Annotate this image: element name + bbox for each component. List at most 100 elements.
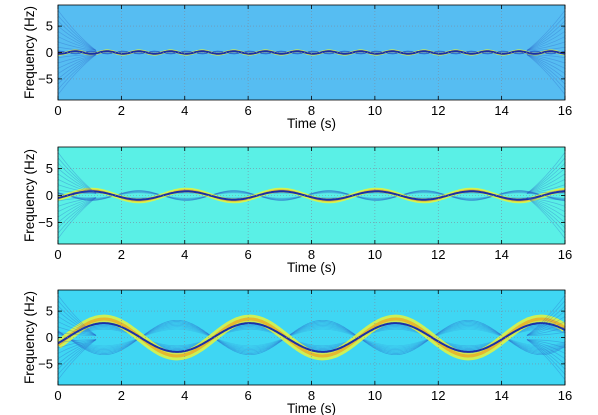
- edge-artifact-line: [58, 54, 97, 95]
- y-axis-label: Frequency (Hz): [22, 291, 37, 384]
- x-tick-label: 2: [118, 247, 125, 262]
- edge-artifact-line: [58, 339, 97, 375]
- interference-line: [58, 191, 565, 200]
- interference-line: [58, 191, 565, 200]
- x-tick-label: 8: [308, 103, 315, 118]
- y-tick-label: −5: [38, 356, 53, 371]
- edge-artifact-line: [58, 339, 97, 370]
- edge-artifact-line: [526, 184, 565, 194]
- y-tick-label: 5: [46, 19, 53, 34]
- y-tick-label: −5: [38, 215, 53, 230]
- edge-artifact-line: [58, 326, 97, 336]
- x-tick-label: 6: [245, 388, 252, 403]
- edge-artifact-line: [58, 321, 97, 336]
- edge-artifact-line: [58, 25, 97, 51]
- edge-artifact-line: [58, 339, 97, 354]
- edge-artifact-line: [526, 31, 565, 51]
- y-axis-label: Frequency (Hz): [22, 149, 37, 242]
- x-tick-label: 8: [308, 247, 315, 262]
- edge-artifact-line: [58, 184, 97, 194]
- edge-artifact-line: [526, 197, 565, 218]
- edge-artifact-line: [526, 197, 565, 202]
- edge-artifact-line: [58, 197, 97, 234]
- edge-artifact-line: [58, 189, 97, 194]
- edge-artifact-line: [526, 179, 565, 194]
- edge-artifact-line: [526, 305, 565, 336]
- edge-artifact-line: [58, 310, 97, 336]
- edge-artifact-line: [526, 339, 565, 370]
- edge-artifact-line: [526, 197, 565, 234]
- x-tick-label: 12: [431, 388, 445, 403]
- edge-artifact-line: [58, 36, 97, 51]
- edge-artifact-line: [58, 339, 97, 349]
- edge-artifact-line: [526, 197, 565, 229]
- edge-artifact-line: [526, 152, 565, 194]
- edge-artifact-line: [58, 179, 97, 194]
- x-tick-label: 2: [118, 103, 125, 118]
- edge-artifact-line: [526, 197, 565, 223]
- edge-artifact-line: [58, 41, 97, 51]
- x-tick-label: 10: [368, 247, 382, 262]
- edge-artifact-line: [526, 54, 565, 69]
- edge-artifact-line: [526, 339, 565, 354]
- edge-artifact-line: [526, 339, 565, 375]
- spectrogram-image: [58, 152, 565, 239]
- edge-artifact-line: [58, 46, 97, 51]
- panel-1: 0 2 4 6 8 10 12 14 16 5 0 −5 Time (s) Frequency (Hz): [22, 4, 572, 131]
- edge-artifact-line: [526, 15, 565, 51]
- edge-artifact-line: [526, 326, 565, 336]
- edge-artifact-line: [58, 54, 97, 59]
- edge-artifact-line: [58, 157, 97, 194]
- x-axis-label: Time (s): [287, 260, 336, 275]
- edge-artifact-line: [58, 300, 97, 336]
- edge-artifact-line: [526, 339, 565, 380]
- edge-artifact-line: [58, 197, 97, 202]
- edge-artifact-line: [58, 197, 97, 207]
- ridge-inner: [58, 190, 565, 201]
- x-tick-label: 4: [181, 247, 188, 262]
- interference-line: [58, 192, 565, 199]
- interference-line: [58, 190, 565, 201]
- y-tick-label: 5: [46, 161, 53, 176]
- x-tick-label: 8: [308, 388, 315, 403]
- edge-artifact-line: [526, 157, 565, 194]
- x-tick-label: 4: [181, 103, 188, 118]
- edge-artifact-line: [58, 339, 97, 344]
- edge-artifact-line: [526, 46, 565, 51]
- edge-artifact-line: [526, 20, 565, 51]
- edge-artifact-line: [526, 162, 565, 194]
- x-tick-label: 14: [494, 388, 508, 403]
- edge-artifact-line: [526, 331, 565, 336]
- edge-artifact-line: [58, 54, 97, 69]
- y-tick-label: −5: [38, 71, 53, 86]
- edge-artifact-line: [58, 295, 97, 336]
- edge-artifact-line: [58, 173, 97, 194]
- x-tick-label: 16: [558, 247, 572, 262]
- edge-artifact-line: [58, 197, 97, 218]
- edge-artifact-line: [526, 339, 565, 349]
- edge-artifact-line: [526, 54, 565, 95]
- x-tick-label: 12: [431, 103, 445, 118]
- edge-artifact-line: [58, 10, 97, 51]
- edge-artifact-line: [526, 54, 565, 64]
- edge-artifact-line: [526, 25, 565, 51]
- interference-line: [58, 190, 565, 201]
- edge-artifact-line: [526, 54, 565, 85]
- edge-artifact-line: [526, 54, 565, 74]
- edge-artifact-line: [526, 54, 565, 90]
- x-tick-label: 14: [494, 247, 508, 262]
- edge-artifact-line: [58, 54, 97, 64]
- edge-artifact-line: [58, 331, 97, 336]
- edge-artifact-line: [58, 54, 97, 85]
- edge-artifact-line: [58, 339, 97, 365]
- edge-artifact-line: [526, 316, 565, 336]
- edge-artifact-line: [526, 54, 565, 59]
- x-tick-label: 0: [54, 103, 61, 118]
- edge-artifact-line: [526, 300, 565, 336]
- edge-artifact-line: [526, 339, 565, 365]
- edge-artifact-line: [58, 197, 97, 239]
- edge-artifact-line: [58, 197, 97, 229]
- x-tick-label: 16: [558, 103, 572, 118]
- edge-artifact-line: [58, 168, 97, 194]
- x-tick-label: 14: [494, 103, 508, 118]
